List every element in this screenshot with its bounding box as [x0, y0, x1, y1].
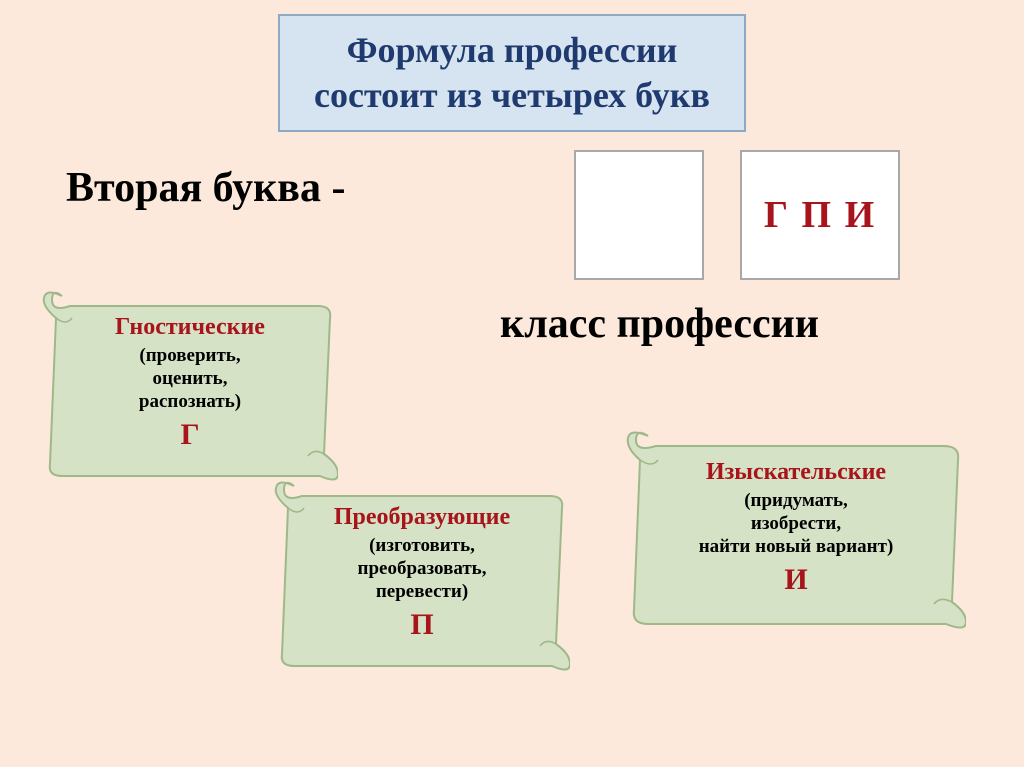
- scroll-content: Преобразующие (изготовить, преобразовать…: [292, 492, 552, 654]
- title-line-2: состоит из четырех букв: [314, 73, 710, 118]
- class-label: класс профессии: [500, 300, 819, 348]
- scroll-desc-line: распознать): [139, 391, 241, 414]
- scroll-desc-line: оценить,: [153, 368, 228, 391]
- subtitle: Вторая буква -: [66, 164, 345, 212]
- empty-box: [574, 150, 704, 280]
- scroll-research: Изыскательские (придумать, изобрести, на…: [626, 418, 966, 638]
- scroll-title: Преобразующие: [334, 504, 510, 531]
- letters-text: Г П И: [764, 193, 876, 237]
- scroll-content: Изыскательские (придумать, изобрести, на…: [644, 442, 948, 614]
- scroll-desc-line: (проверить,: [139, 345, 240, 368]
- scroll-letter: И: [784, 563, 807, 597]
- title-box: Формула профессии состоит из четырех бук…: [278, 14, 746, 132]
- scroll-desc-line: найти новый вариант): [699, 536, 894, 559]
- scroll-content: Гностические (проверить, оценить, распоз…: [60, 302, 320, 464]
- scroll-desc-line: перевести): [376, 581, 468, 604]
- scroll-desc-line: преобразовать,: [358, 558, 487, 581]
- letters-box: Г П И: [740, 150, 900, 280]
- scroll-title: Изыскательские: [706, 459, 886, 486]
- scroll-transform: Преобразующие (изготовить, преобразовать…: [274, 468, 570, 678]
- scroll-desc-line: (придумать,: [744, 490, 848, 513]
- scroll-letter: П: [410, 608, 433, 642]
- scroll-desc-line: изобрести,: [751, 513, 841, 536]
- scroll-gnostic: Гностические (проверить, оценить, распоз…: [42, 278, 338, 488]
- scroll-letter: Г: [180, 418, 199, 452]
- title-line-1: Формула профессии: [314, 28, 710, 73]
- scroll-title: Гностические: [115, 314, 265, 341]
- scroll-desc-line: (изготовить,: [369, 535, 475, 558]
